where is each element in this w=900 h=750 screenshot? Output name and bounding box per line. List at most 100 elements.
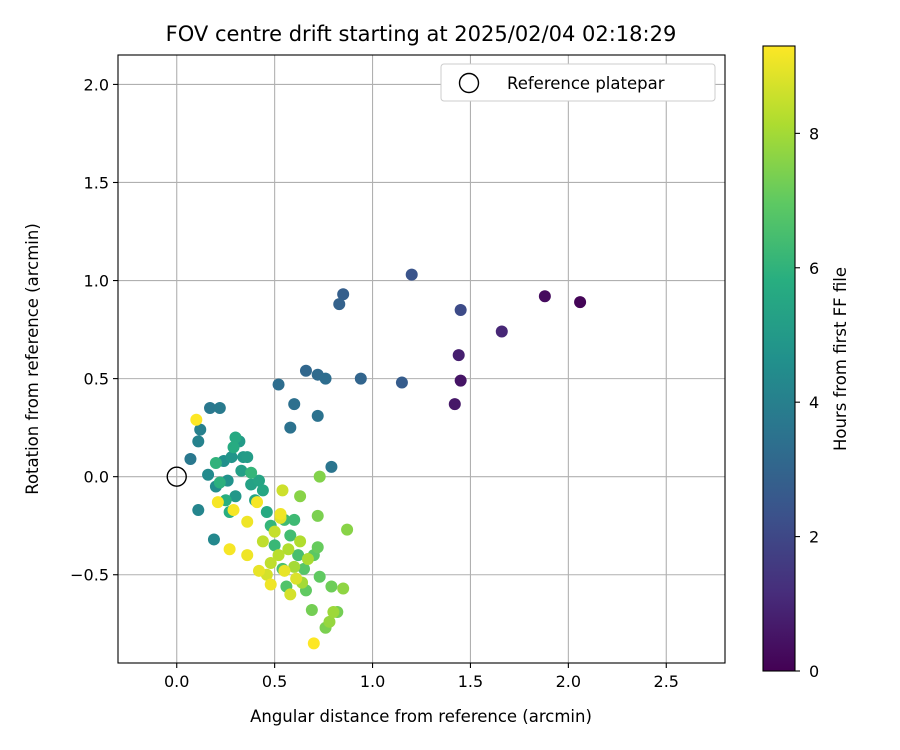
x-axis-ticks: 0.0 0.5 1.0 1.5 2.0 2.5 [164, 663, 679, 691]
data-point [268, 525, 281, 538]
data-point [252, 564, 265, 577]
colorbar-tick-label: 2 [809, 528, 819, 547]
data-point [204, 402, 217, 415]
plot-area [118, 55, 725, 663]
colorbar-tick-label: 0 [809, 662, 819, 681]
data-point [223, 543, 236, 556]
data-point [241, 515, 254, 528]
y-tick-label: 0.5 [84, 370, 109, 389]
data-point [202, 468, 215, 481]
data-point [245, 466, 258, 479]
y-tick-label: 1.0 [84, 272, 109, 291]
data-point [256, 484, 269, 497]
legend-label: Reference platepar [507, 74, 665, 93]
data-point [325, 580, 338, 593]
data-point [241, 451, 254, 464]
data-point [229, 490, 242, 503]
data-point [284, 421, 297, 434]
data-point [284, 588, 297, 601]
data-point [213, 402, 226, 415]
data-point [282, 543, 295, 556]
y-axis-ticks: −0.5 0.0 0.5 1.0 1.5 2.0 [70, 75, 118, 585]
data-point [333, 298, 346, 311]
data-points [184, 268, 587, 650]
data-point [301, 553, 314, 566]
data-point [213, 476, 226, 489]
data-point [252, 474, 265, 487]
data-point [292, 549, 305, 562]
data-point [341, 523, 354, 536]
data-point [211, 496, 224, 509]
colorbar-tick-label: 4 [809, 393, 819, 412]
y-tick-label: −0.5 [70, 566, 109, 585]
legend-box [440, 63, 716, 102]
data-point [284, 529, 297, 542]
data-point [227, 504, 240, 517]
x-tick-label: 0.0 [164, 672, 189, 691]
data-point [276, 484, 289, 497]
legend-marker-icon [458, 72, 480, 94]
data-point [260, 505, 273, 518]
data-point [313, 470, 326, 483]
colorbar-label: Hours from first FF file [831, 267, 850, 451]
data-point [294, 535, 307, 548]
x-tick-label: 2.5 [654, 672, 679, 691]
colorbar-tick-label: 8 [809, 124, 819, 143]
data-point [405, 268, 418, 281]
data-point [454, 303, 467, 316]
x-tick-label: 0.5 [262, 672, 287, 691]
data-point [311, 409, 324, 422]
data-point [288, 398, 301, 411]
data-point [299, 364, 312, 377]
data-point [264, 556, 277, 569]
grid-lines [118, 55, 725, 663]
data-point [313, 570, 326, 583]
data-point [184, 453, 197, 466]
data-point [256, 535, 269, 548]
data-point [325, 460, 338, 473]
data-point [307, 637, 320, 650]
data-point [538, 290, 551, 303]
y-tick-label: 2.0 [84, 75, 109, 94]
data-point [311, 509, 324, 522]
data-point [574, 296, 587, 309]
data-point [227, 441, 240, 454]
data-point [327, 606, 340, 619]
data-point [454, 374, 467, 387]
data-point [264, 578, 277, 591]
x-axis-label: Angular distance from reference (arcmin) [250, 707, 592, 726]
data-point [209, 456, 222, 469]
x-tick-label: 1.0 [360, 672, 385, 691]
data-point [495, 325, 508, 338]
data-point [337, 288, 350, 301]
data-point [354, 372, 367, 385]
x-tick-label: 2.0 [556, 672, 581, 691]
colorbar [762, 45, 796, 672]
y-axis-label: Rotation from reference (arcmin) [23, 223, 42, 495]
data-point [319, 372, 332, 385]
data-point [337, 582, 350, 595]
data-point [452, 349, 465, 362]
data-point [311, 541, 324, 554]
reference-platepar-marker [166, 466, 187, 487]
data-point [194, 423, 207, 436]
data-point [192, 504, 205, 517]
colorbar-ticks: 0 2 4 6 8 [795, 124, 819, 681]
data-point [190, 413, 203, 426]
data-point [294, 490, 307, 503]
data-point [288, 560, 301, 573]
data-point [192, 435, 205, 448]
plot-frame [117, 54, 726, 664]
data-point [241, 549, 254, 562]
legend: Reference platepar [440, 63, 716, 102]
y-tick-label: 1.5 [84, 173, 109, 192]
data-point [229, 431, 242, 444]
data-point [290, 572, 303, 585]
data-point [251, 496, 264, 509]
x-tick-label: 1.5 [458, 672, 483, 691]
data-point [235, 464, 248, 477]
data-point [305, 604, 318, 617]
data-point [448, 398, 461, 411]
data-point [272, 378, 285, 391]
